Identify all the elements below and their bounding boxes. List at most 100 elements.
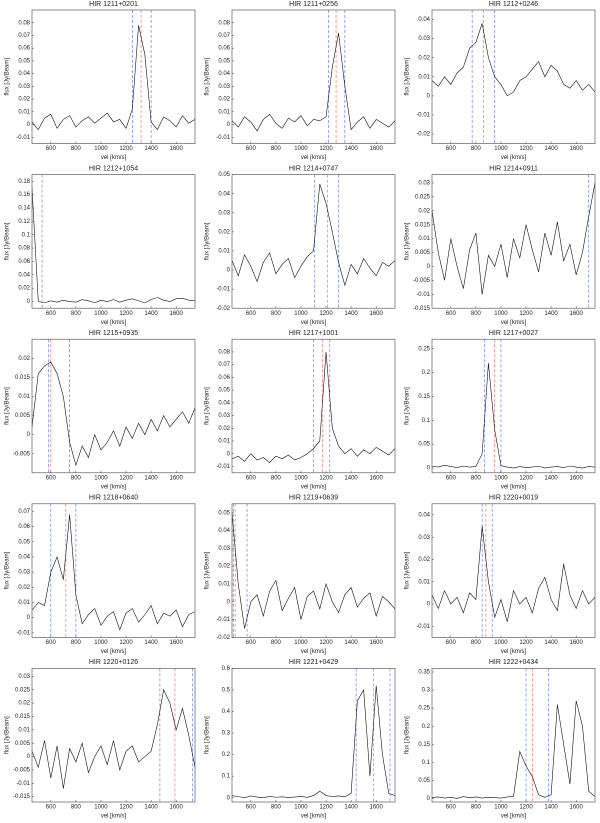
y-tick-label: 0.03 <box>18 84 30 90</box>
panel: HIR 1211+0256 vel [km/s] flux [Jy/Beam] 600… <box>205 1 396 161</box>
y-tick-label: 0.015 <box>15 375 31 381</box>
chart-title: HIR 1222+0434 <box>489 659 538 666</box>
x-axis-label: vel [km/s] <box>101 155 127 161</box>
y-tick-label: 0.05 <box>218 172 230 178</box>
x-tick-label: 1200 <box>519 146 533 152</box>
x-tick-label: 800 <box>71 311 82 317</box>
x-tick-label: 1200 <box>319 640 333 646</box>
y-tick-label: 0.16 <box>18 192 30 198</box>
y-tick-label: -0.01 <box>16 781 30 787</box>
y-tick-label: 0.01 <box>218 249 230 255</box>
x-tick-label: 600 <box>46 146 57 152</box>
y-tick-label: 0.01 <box>18 109 30 115</box>
chart-title: HIR 1211+0256 <box>289 1 338 8</box>
x-axis-label: vel [km/s] <box>101 814 127 820</box>
x-tick-label: 1400 <box>344 311 358 317</box>
spectrum-line <box>432 182 595 295</box>
y-tick-label: 0.005 <box>15 741 31 747</box>
y-tick-label: 0 <box>427 602 431 608</box>
plot-frame <box>231 668 396 803</box>
y-tick-label: 0.04 <box>18 71 30 77</box>
y-tick-label: -0.02 <box>216 635 230 641</box>
panel: HIR 1221+0429 vel [km/s] flux [Jy/Beam] 600… <box>205 659 396 820</box>
y-tick-label: 0 <box>227 122 231 128</box>
y-tick-label: -0.015 <box>13 794 31 800</box>
spectrum-line <box>32 514 195 631</box>
y-axis-label: flux [Jy/Beam] <box>405 222 411 260</box>
x-tick-label: 1200 <box>119 640 133 646</box>
y-tick-label: 0 <box>427 466 431 472</box>
y-axis-label: flux [Jy/Beam] <box>405 387 411 425</box>
x-tick-label: 600 <box>446 311 457 317</box>
y-tick-label: 0.06 <box>18 524 30 530</box>
y-axis-label: flux [Jy/Beam] <box>205 58 211 96</box>
x-tick-label: 1600 <box>170 146 184 152</box>
y-tick-label: 0.18 <box>18 179 30 185</box>
x-axis-label: vel [km/s] <box>301 320 327 326</box>
x-axis-label: vel [km/s] <box>501 320 527 326</box>
plot-frame <box>31 338 196 474</box>
y-tick-label: 0 <box>427 264 431 270</box>
x-tick-label: 1400 <box>344 640 358 646</box>
plot-frame <box>231 338 396 474</box>
y-axis-label: flux [Jy/Beam] <box>405 551 411 589</box>
x-axis-label: vel [km/s] <box>301 155 327 161</box>
y-axis-label: flux [Jy/Beam] <box>5 387 11 425</box>
y-axis-label: flux [Jy/Beam] <box>405 716 411 754</box>
x-tick-label: 1600 <box>170 640 184 646</box>
y-tick-label: -0.01 <box>16 135 30 141</box>
plot-area <box>32 174 195 309</box>
x-tick-label: 1200 <box>519 640 533 646</box>
spectrum-line <box>32 688 195 789</box>
y-tick-label: 0.25 <box>418 706 430 712</box>
chart-title: HIR 1220+0126 <box>89 659 138 666</box>
chart-title: HIR 1211+0201 <box>89 1 138 8</box>
chart-title: HIR 1219+0639 <box>289 495 338 502</box>
x-tick-label: 1600 <box>570 640 584 646</box>
y-axis-label: flux [Jy/Beam] <box>205 222 211 260</box>
x-tick-label: 1400 <box>544 475 558 481</box>
y-tick-label: 0.03 <box>218 210 230 216</box>
y-tick-label: 0.1 <box>222 774 231 780</box>
plot-frame <box>431 503 596 638</box>
y-tick-label: 0.07 <box>18 33 30 39</box>
x-tick-label: 800 <box>71 640 82 646</box>
y-tick-label: 0.04 <box>418 17 430 23</box>
x-tick-label: 1000 <box>494 640 508 646</box>
plot-area <box>432 10 595 144</box>
y-tick-label: 0.01 <box>18 727 30 733</box>
x-axis-label: vel [km/s] <box>501 155 527 161</box>
plot-area <box>32 503 195 638</box>
x-tick-label: 600 <box>446 805 457 811</box>
y-tick-label: 0.02 <box>18 286 30 292</box>
x-tick-label: 1600 <box>370 475 384 481</box>
plot-area <box>32 668 195 802</box>
chart-title: HIR 1218+0640 <box>89 495 138 502</box>
chart-title: HIR 1212+0246 <box>489 1 538 8</box>
plot-area <box>32 10 195 144</box>
x-axis-label: vel [km/s] <box>301 649 327 655</box>
y-tick-label: 0.07 <box>218 33 230 39</box>
x-tick-label: 1600 <box>570 146 584 152</box>
y-tick-label: 0 <box>227 268 231 274</box>
x-tick-label: 800 <box>271 475 282 481</box>
chart-title: HIR 1215+0935 <box>89 330 138 337</box>
spectrum-line <box>232 685 395 798</box>
x-tick-label: 800 <box>271 146 282 152</box>
y-tick-label: -0.005 <box>13 768 31 774</box>
y-tick-label: 0.06 <box>218 375 230 381</box>
plot-frame <box>431 9 596 144</box>
y-tick-label: 0.1 <box>422 418 431 424</box>
x-tick-label: 800 <box>471 640 482 646</box>
y-tick-label: 0.03 <box>218 84 230 90</box>
x-tick-label: 1200 <box>319 146 333 152</box>
y-axis-label: flux [Jy/Beam] <box>5 716 11 754</box>
y-tick-label: -0.01 <box>216 617 230 623</box>
y-tick-label: -0.005 <box>413 278 431 284</box>
x-tick-label: 1600 <box>170 475 184 481</box>
y-tick-label: 0.015 <box>15 714 31 720</box>
x-tick-label: 600 <box>246 640 257 646</box>
x-tick-label: 600 <box>46 640 57 646</box>
y-tick-label: -0.01 <box>416 113 430 119</box>
